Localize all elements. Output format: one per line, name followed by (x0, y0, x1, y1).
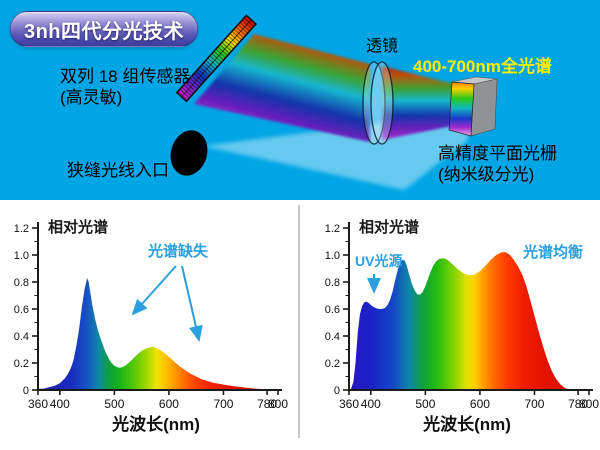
sensor-array (175, 14, 258, 103)
y-tick-label: 0.4 (14, 331, 29, 343)
spectrum-beam-wide (194, 34, 370, 142)
y-tick-label: 0.8 (325, 277, 340, 289)
optics-diagram (170, 14, 498, 190)
x-tick-label: 700 (213, 397, 233, 411)
slit-aperture (170, 130, 208, 176)
x-tick-label: 600 (470, 397, 490, 411)
diffraction-grating (448, 76, 498, 137)
grating-label-line2: (纳米级分光) (438, 165, 535, 184)
y-tick-label: 0.4 (325, 331, 340, 343)
chart-title: 相对光谱 (359, 218, 419, 236)
x-axis-label: 光波长(nm) (111, 414, 200, 434)
spectrum-chart-missing: 0 0.2 0.4 0.6 0.8 1.0 1.2 360 400 500 600 700 780800… (14, 218, 289, 434)
optics-section: 3nh四代分光技术 双列 18 组传感器 (高灵敏) 狭缝光线入口 透镜 400-… (0, 0, 600, 200)
x-tick-label: 500 (415, 397, 435, 411)
x-axis-label: 光波长(nm) (422, 414, 511, 434)
grating-label-line1: 高精度平面光栅 (438, 144, 557, 163)
annotation-label: UV光源 (355, 253, 402, 269)
x-tick-label: 780 (568, 397, 588, 411)
x-tick-label: 780 (257, 397, 277, 411)
x-tick-label: 800 (268, 397, 288, 411)
y-tick-label: 1.0 (14, 250, 29, 262)
y-tick-label: 0.6 (325, 304, 340, 316)
y-tick-label: 0.2 (14, 358, 29, 370)
y-tick-label: 0 (334, 385, 340, 397)
spectrum-beam-converging (382, 66, 462, 140)
x-tick-label: 400 (361, 397, 381, 411)
charts-section: 0 0.2 0.4 0.6 0.8 1.0 1.2 360 400 500 600 700 780 800… (0, 200, 600, 450)
annotation-label: 光谱缺失 (147, 242, 209, 260)
y-tick-label: 0 (23, 385, 29, 397)
y-tick-label: 0.2 (325, 358, 340, 370)
spectrum-chart-balanced: 0 0.2 0.4 0.6 0.8 1.0 1.2 360 400 500 600 700 780800… (325, 218, 600, 434)
title-badge: 3nh四代分光技术 (10, 11, 198, 47)
y-tick-label: 0.8 (14, 277, 29, 289)
y-tick-label: 0.6 (14, 304, 29, 316)
y-tick-label: 1.2 (325, 223, 340, 235)
x-tick-label: 800 (579, 397, 599, 411)
chart-panel-old-tech: 0 0.2 0.4 0.6 0.8 1.0 1.2 360 400 500 600 700 780 800… (0, 200, 299, 450)
y-tick-label: 1.2 (14, 223, 29, 235)
panel-divider (298, 205, 300, 438)
x-tick-label: 360 (28, 397, 48, 411)
badge-label: 3nh四代分光技术 (23, 20, 185, 43)
x-tick-label: 400 (50, 397, 70, 411)
grating-label: 高精度平面光栅 (纳米级分光) (438, 143, 557, 185)
sensor-label-line1: 双列 18 组传感器 (60, 67, 191, 86)
chart-panel-new-tech: 0 0.2 0.4 0.6 0.8 1.0 1.2 360 400 500 600 700 780 800… (301, 200, 600, 450)
annotation-arrow (181, 265, 203, 342)
x-tick-label: 500 (104, 397, 124, 411)
lens (362, 61, 394, 145)
sensor-label-line2: (高灵敏) (60, 88, 123, 107)
spectrum-curve (38, 278, 278, 390)
annotation-label: 光谱均衡 (522, 243, 583, 261)
x-tick-label: 360 (339, 397, 359, 411)
spectrum-curve (350, 252, 570, 390)
lens-label: 透镜 (366, 38, 399, 55)
slit-label: 狭缝光线入口 (67, 161, 169, 180)
y-tick-label: 1.0 (325, 250, 340, 262)
spectrum-range-label: 400-700nm全光谱 (413, 57, 552, 76)
annotation-arrow (131, 265, 177, 316)
x-tick-label: 600 (159, 397, 179, 411)
chart-title: 相对光谱 (48, 218, 108, 236)
sensor-label: 双列 18 组传感器 (高灵敏) (60, 66, 190, 108)
x-tick-label: 700 (524, 397, 544, 411)
